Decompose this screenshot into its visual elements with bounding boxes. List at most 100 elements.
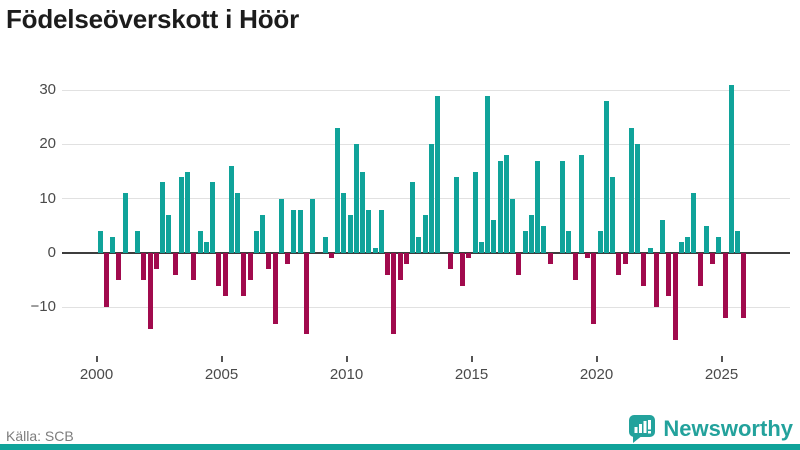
zero-axis-line — [62, 252, 790, 254]
bar-negative — [466, 253, 472, 259]
bar-negative — [722, 253, 728, 319]
bar-positive — [260, 214, 265, 253]
bar-positive — [597, 231, 603, 253]
bar-negative — [391, 253, 397, 335]
x-axis-label: 2010 — [329, 366, 364, 383]
bar-positive — [110, 236, 115, 253]
y-axis-label: 30 — [39, 81, 56, 99]
bar-positive — [453, 176, 459, 253]
gridline — [62, 89, 790, 91]
bar-negative — [103, 253, 109, 308]
x-axis-tick — [720, 356, 723, 362]
bar-positive — [416, 236, 422, 253]
bar-positive — [341, 193, 347, 253]
bar-positive — [235, 193, 240, 253]
bar-positive — [510, 198, 515, 253]
bar-negative — [516, 253, 522, 275]
bar-negative — [641, 253, 647, 286]
bar-positive — [97, 231, 103, 253]
bar-positive — [372, 247, 378, 253]
bar-positive — [197, 231, 203, 253]
bar-negative — [141, 253, 147, 281]
bar-positive — [135, 231, 140, 253]
bar-negative — [591, 253, 597, 324]
bar-positive — [347, 214, 353, 253]
x-axis-label: 2020 — [579, 366, 614, 383]
bar-negative — [147, 253, 153, 330]
x-axis-tick — [220, 356, 223, 362]
bar-negative — [216, 253, 222, 286]
bar-positive — [647, 247, 653, 253]
gridline — [62, 143, 790, 145]
bar-positive — [610, 176, 615, 253]
bar-positive — [716, 236, 722, 253]
bar-positive — [253, 231, 259, 253]
bar-positive — [560, 160, 565, 253]
bar-positive — [578, 155, 584, 253]
bar-positive — [472, 171, 478, 253]
bar-positive — [228, 166, 234, 253]
bar-positive — [366, 209, 372, 253]
bar-negative — [653, 253, 659, 308]
y-axis-label: 0 — [47, 244, 56, 261]
bar-positive — [310, 198, 315, 253]
bar-positive — [203, 242, 209, 253]
bar-negative — [153, 253, 159, 270]
bar-positive — [360, 171, 365, 253]
bar-positive — [503, 155, 509, 253]
bar-positive — [660, 220, 665, 253]
x-axis-tick — [595, 356, 598, 362]
bar-positive — [728, 84, 734, 253]
bar-positive — [422, 214, 428, 253]
bar-positive — [378, 209, 384, 253]
gridline — [62, 198, 790, 200]
bar-negative — [272, 253, 278, 324]
bar-positive — [635, 144, 640, 253]
y-axis-label: −10 — [30, 298, 56, 316]
bar-positive — [491, 220, 497, 253]
x-axis-label: 2000 — [79, 366, 114, 383]
y-axis-label: 10 — [39, 189, 56, 207]
bar-positive — [528, 214, 534, 253]
bar-negative — [172, 253, 178, 275]
bar-positive — [353, 144, 359, 253]
bar-negative — [616, 253, 622, 275]
bar-positive — [435, 95, 440, 253]
bar-positive — [522, 231, 528, 253]
bar-negative — [241, 253, 247, 297]
bar-positive — [335, 128, 340, 253]
brand-name: Newsworthy — [663, 416, 793, 441]
bar-positive — [122, 193, 128, 253]
bar-negative — [585, 253, 590, 259]
bar-negative — [247, 253, 253, 281]
bar-negative — [303, 253, 309, 335]
bar-negative — [116, 253, 122, 281]
bar-negative — [397, 253, 403, 281]
bar-negative — [672, 253, 678, 340]
bar-positive — [278, 198, 284, 253]
bar-negative — [222, 253, 228, 297]
bar-negative — [403, 253, 409, 264]
bar-positive — [178, 176, 184, 253]
bar-negative — [328, 253, 334, 259]
bar-negative — [385, 253, 390, 275]
bar-negative — [460, 253, 465, 286]
brand-strip — [0, 444, 800, 450]
x-axis-tick — [95, 356, 98, 362]
bar-negative — [285, 253, 290, 264]
bar-positive — [410, 182, 415, 253]
newsworthy-icon — [628, 414, 656, 444]
bar-positive — [497, 160, 503, 253]
bar-positive — [291, 209, 297, 253]
x-axis-label: 2025 — [704, 366, 739, 383]
bar-positive — [703, 225, 709, 253]
bar-negative — [191, 253, 197, 281]
bar-positive — [428, 144, 434, 253]
x-axis-tick — [345, 356, 348, 362]
bar-positive — [685, 236, 690, 253]
y-axis-label: 20 — [39, 135, 56, 153]
source-label: Källa: SCB — [6, 428, 74, 444]
bar-negative — [697, 253, 703, 286]
newsworthy-brand-link[interactable]: Newsworthy — [628, 414, 793, 444]
